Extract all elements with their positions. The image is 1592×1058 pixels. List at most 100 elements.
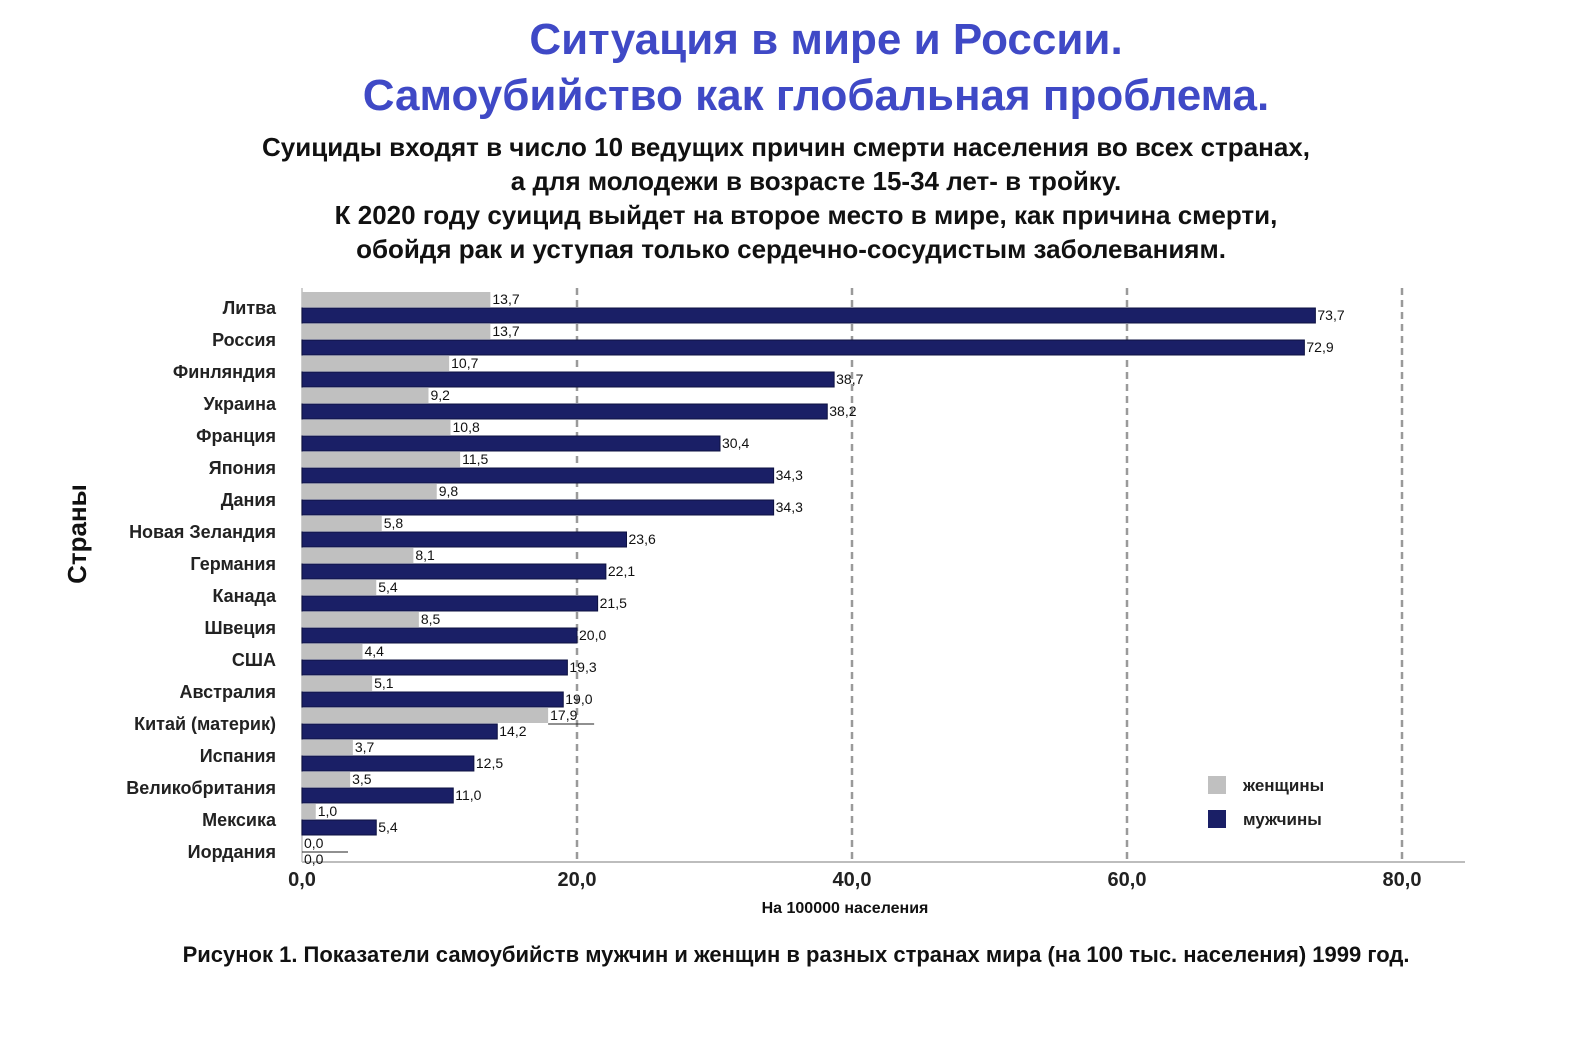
women-value-label: 9,2: [431, 387, 451, 403]
subtitle-line-1: Суициды входят в число 10 ведущих причин…: [262, 132, 1310, 162]
men-bar: [301, 307, 1316, 324]
x-tick-label: 60,0: [1108, 869, 1147, 891]
men-value-label: 72,9: [1306, 339, 1333, 355]
men-bar: [301, 339, 1305, 356]
men-value-label: 34,3: [776, 467, 803, 483]
men-value-label: 21,5: [600, 595, 627, 611]
category-label: США: [232, 650, 276, 670]
category-label: Россия: [212, 330, 276, 350]
men-value-label: 0,0: [304, 851, 324, 867]
category-label: Литва: [223, 298, 277, 318]
women-value-label: 0,0: [304, 835, 324, 851]
women-value-label: 1,0: [318, 803, 338, 819]
subtitle-line-3: К 2020 году суицид выйдет на второе мест…: [334, 200, 1278, 230]
men-value-label: 22,1: [608, 563, 635, 579]
women-bar: [302, 484, 437, 499]
women-value-label: 8,5: [421, 611, 441, 627]
men-bar: [301, 435, 721, 452]
men-value-label: 23,6: [629, 531, 656, 547]
category-label: Финляндия: [173, 362, 276, 382]
legend-swatch-women: [1208, 776, 1226, 794]
category-label: Швеция: [204, 618, 276, 638]
category-label: Иордания: [188, 842, 276, 862]
men-value-label: 19,0: [565, 691, 592, 707]
category-label: Япония: [209, 458, 276, 478]
women-bar: [302, 740, 353, 755]
category-label: Украина: [204, 394, 277, 414]
subtitle-line-4: обойдя рак и уступая только сердечно-сос…: [356, 234, 1226, 264]
women-bar: [302, 548, 414, 563]
y-axis-title: Страны: [62, 484, 92, 584]
men-bar: [301, 755, 475, 772]
men-bar: [301, 659, 568, 676]
page-title-line-2: Самоубийство как глобальная проблема.: [362, 71, 1270, 120]
men-value-label: 34,3: [776, 499, 803, 515]
women-value-label: 8,1: [415, 547, 435, 563]
men-bar: [301, 819, 377, 836]
women-bar: [302, 612, 419, 627]
men-bar: [301, 787, 454, 804]
category-label: Великобритания: [126, 778, 276, 798]
men-bar: [301, 627, 578, 644]
men-bar: [301, 595, 599, 612]
men-bar: [301, 403, 828, 420]
category-label: Франция: [196, 426, 276, 446]
men-value-label: 20,0: [579, 627, 606, 643]
men-value-label: 30,4: [722, 435, 749, 451]
women-value-label: 5,4: [378, 579, 398, 595]
men-bar: [301, 371, 835, 388]
women-value-label: 3,5: [352, 771, 372, 787]
x-axis-title: На 100000 населения: [762, 900, 929, 917]
subtitle-line-2: а для молодежи в возрасте 15-34 лет- в т…: [510, 166, 1122, 196]
women-bar: [302, 452, 461, 467]
category-label: Мексика: [202, 810, 277, 830]
women-bar: [302, 388, 429, 403]
women-bar: [302, 292, 491, 307]
men-value-label: 38,7: [836, 371, 863, 387]
x-tick-label: 80,0: [1383, 869, 1422, 891]
men-bar: [301, 499, 775, 516]
women-bar: [302, 420, 451, 435]
category-label: Австралия: [180, 682, 276, 702]
men-value-label: 12,5: [476, 755, 503, 771]
women-bar: [302, 772, 351, 787]
x-tick-label: 0,0: [288, 869, 316, 891]
women-bar: [302, 804, 316, 819]
x-tick-label: 20,0: [558, 869, 597, 891]
legend-label-men: мужчины: [1243, 810, 1322, 829]
men-bar: [301, 723, 498, 740]
men-bar: [301, 531, 627, 548]
figure-caption: Рисунок 1. Показатели самоубийств мужчин…: [182, 942, 1410, 967]
women-value-label: 9,8: [439, 483, 459, 499]
women-bar: [302, 516, 382, 531]
men-value-label: 38,2: [829, 403, 856, 419]
women-value-label: 5,1: [374, 675, 394, 691]
men-value-label: 5,4: [378, 819, 398, 835]
category-label: Дания: [221, 490, 276, 510]
legend-swatch-men: [1208, 810, 1226, 828]
women-value-label: 13,7: [492, 323, 519, 339]
men-bar: [301, 467, 775, 484]
women-bar: [302, 676, 373, 691]
women-value-label: 10,7: [451, 355, 478, 371]
page-title-line-1: Ситуация в мире и России.: [529, 15, 1123, 64]
men-value-label: 73,7: [1317, 307, 1344, 323]
women-value-label: 5,8: [384, 515, 404, 531]
women-bar: [302, 708, 549, 723]
women-bar: [302, 324, 491, 339]
women-value-label: 13,7: [492, 291, 519, 307]
women-bar: [302, 356, 450, 371]
women-value-label: 3,7: [355, 739, 375, 755]
category-label: Германия: [190, 554, 276, 574]
x-tick-label: 40,0: [833, 869, 872, 891]
women-bar: [302, 644, 363, 659]
men-bar: [301, 691, 564, 708]
women-value-label: 10,8: [453, 419, 480, 435]
women-value-label: 11,5: [462, 451, 488, 467]
women-bar: [302, 580, 377, 595]
women-value-label: 17,9: [550, 707, 577, 723]
men-bar: [301, 563, 607, 580]
category-label: Канада: [212, 586, 277, 606]
legend-label-women: женщины: [1242, 776, 1324, 795]
